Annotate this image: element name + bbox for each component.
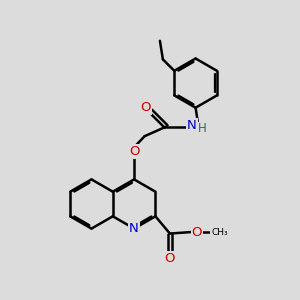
Text: N: N — [129, 222, 139, 235]
Text: O: O — [192, 226, 202, 238]
Text: H: H — [198, 122, 207, 136]
Text: N: N — [187, 119, 197, 132]
Text: O: O — [129, 145, 140, 158]
Text: O: O — [165, 252, 175, 265]
Text: CH₃: CH₃ — [211, 227, 228, 236]
Text: O: O — [140, 101, 151, 114]
